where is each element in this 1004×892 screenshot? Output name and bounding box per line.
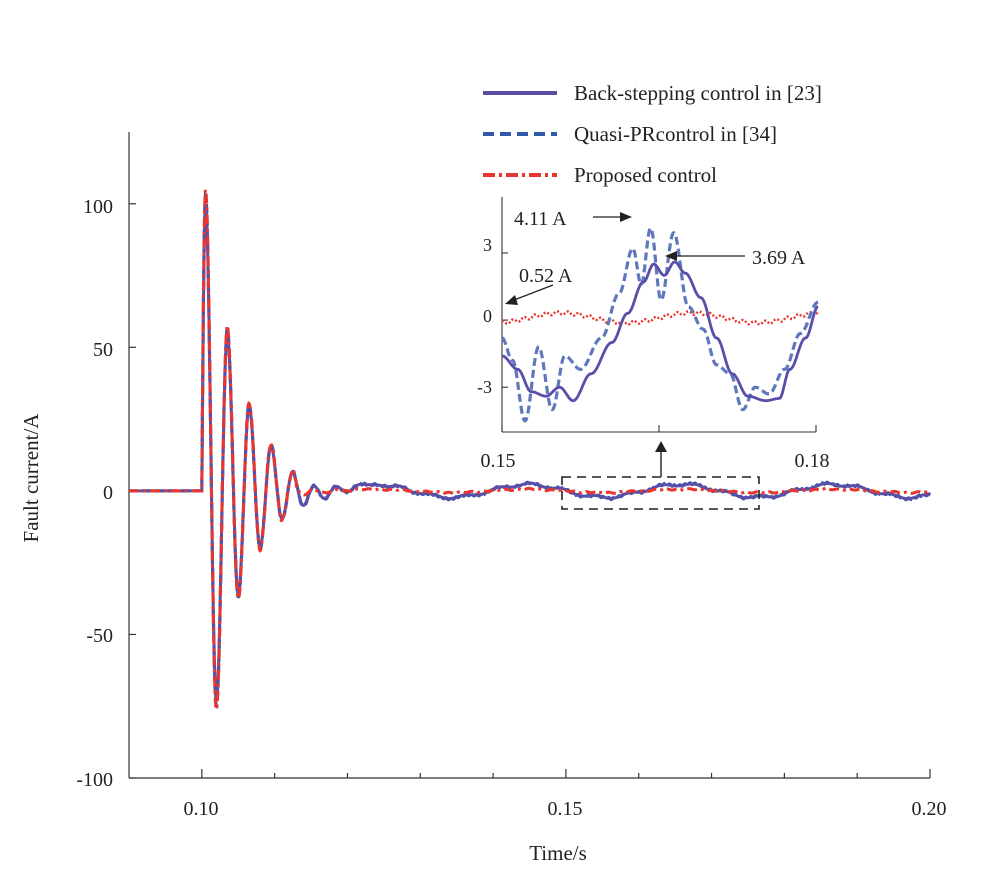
inset-y-tick-label-minus-3: -3 [477,377,492,397]
x-tick-marks [201,769,931,778]
annotation-4.11A-label: 4.11 A [514,208,567,230]
annotation-0.52A-arrow [513,284,554,301]
main-axes [128,132,930,779]
inset-plot: 3 0 -3 0.15 0.18 4.11 A 3.69 A 0.52 A [477,197,830,472]
inset-x-tick-label-0.15: 0.15 [481,450,516,472]
annotation-3.69A-arrowhead [665,251,677,261]
y-axis-label: Fault current/A [19,413,43,543]
x-tick-label-0.20: 0.20 [912,798,947,820]
inset-tick-marks [501,252,817,432]
x-axis-label: Time/s [529,841,587,865]
x-tick-label-0.15: 0.15 [548,798,583,820]
y-tick-label-minus-50: -50 [86,625,113,647]
y-tick-label-0: 0 [103,482,113,504]
inset-x-tick-label-0.18: 0.18 [795,450,830,472]
annotation-4.11A-arrowhead [620,212,632,222]
legend-label-quasi-pr: Quasi-PRcontrol in [34] [574,122,777,146]
inset-y-tick-label-0: 0 [483,306,492,326]
annotation-3.69A-label: 3.69 A [752,247,806,269]
annotation-0.52A-label: 0.52 A [519,265,573,287]
y-tick-label-minus-100: -100 [76,769,113,791]
inset-series-proposed-line [502,309,819,326]
main-plot [129,186,932,712]
annotation-0.52A-arrowhead [505,295,518,305]
inset-y-tick-label-3: 3 [483,235,492,255]
legend: Back-stepping control in [23] Quasi-PRco… [483,81,822,187]
y-tick-label-100: 100 [83,196,113,218]
y-tick-label-50: 50 [93,339,113,361]
series-proposed-line [129,186,931,712]
legend-label-back-stepping: Back-stepping control in [23] [574,81,822,105]
inset-series-back-stepping-line [502,260,819,403]
inset-series-quasi-pr-line [501,225,819,423]
zoom-pointer-arrowhead [655,441,667,452]
legend-label-proposed: Proposed control [574,163,717,187]
x-tick-label-0.10: 0.10 [184,798,219,820]
